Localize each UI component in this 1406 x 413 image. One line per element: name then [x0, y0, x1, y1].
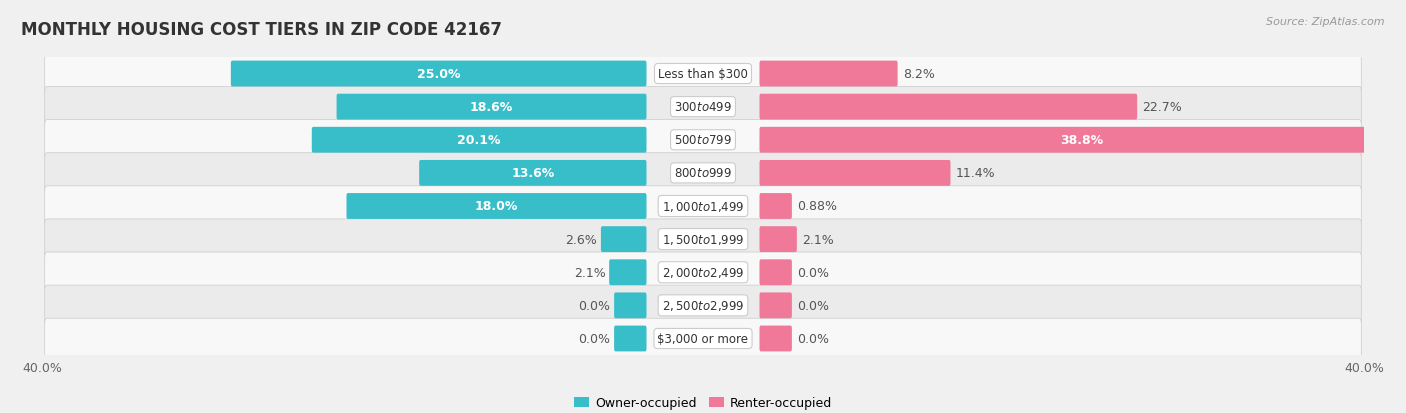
FancyBboxPatch shape	[614, 326, 647, 351]
Text: 0.0%: 0.0%	[797, 299, 830, 312]
Text: 2.6%: 2.6%	[565, 233, 598, 246]
Text: MONTHLY HOUSING COST TIERS IN ZIP CODE 42167: MONTHLY HOUSING COST TIERS IN ZIP CODE 4…	[21, 21, 502, 38]
FancyBboxPatch shape	[45, 54, 1361, 95]
Text: 2.1%: 2.1%	[574, 266, 606, 279]
FancyBboxPatch shape	[759, 227, 797, 252]
Text: $1,000 to $1,499: $1,000 to $1,499	[662, 199, 744, 214]
FancyBboxPatch shape	[759, 194, 792, 219]
FancyBboxPatch shape	[45, 318, 1361, 359]
Text: $2,500 to $2,999: $2,500 to $2,999	[662, 299, 744, 313]
FancyBboxPatch shape	[609, 260, 647, 285]
Text: $3,000 or more: $3,000 or more	[658, 332, 748, 345]
FancyBboxPatch shape	[759, 260, 792, 285]
Text: 18.0%: 18.0%	[475, 200, 519, 213]
FancyBboxPatch shape	[759, 128, 1403, 153]
Text: 20.1%: 20.1%	[457, 134, 501, 147]
FancyBboxPatch shape	[45, 120, 1361, 161]
Text: 25.0%: 25.0%	[418, 68, 460, 81]
FancyBboxPatch shape	[759, 95, 1137, 120]
FancyBboxPatch shape	[45, 252, 1361, 293]
Text: $800 to $999: $800 to $999	[673, 167, 733, 180]
Text: 0.0%: 0.0%	[578, 332, 610, 345]
Text: Less than $300: Less than $300	[658, 68, 748, 81]
Text: 0.0%: 0.0%	[797, 266, 830, 279]
FancyBboxPatch shape	[346, 194, 647, 219]
Text: 11.4%: 11.4%	[956, 167, 995, 180]
FancyBboxPatch shape	[759, 326, 792, 351]
FancyBboxPatch shape	[45, 87, 1361, 128]
Legend: Owner-occupied, Renter-occupied: Owner-occupied, Renter-occupied	[568, 392, 838, 413]
FancyBboxPatch shape	[231, 62, 647, 87]
FancyBboxPatch shape	[45, 285, 1361, 326]
FancyBboxPatch shape	[759, 161, 950, 186]
Text: 0.0%: 0.0%	[578, 299, 610, 312]
Text: $2,000 to $2,499: $2,000 to $2,499	[662, 266, 744, 280]
FancyBboxPatch shape	[759, 293, 792, 318]
Text: $500 to $799: $500 to $799	[673, 134, 733, 147]
Text: 0.88%: 0.88%	[797, 200, 837, 213]
FancyBboxPatch shape	[600, 227, 647, 252]
Text: $1,500 to $1,999: $1,500 to $1,999	[662, 233, 744, 247]
FancyBboxPatch shape	[312, 128, 647, 153]
Text: 2.1%: 2.1%	[801, 233, 834, 246]
FancyBboxPatch shape	[419, 161, 647, 186]
FancyBboxPatch shape	[336, 95, 647, 120]
Text: 18.6%: 18.6%	[470, 101, 513, 114]
Text: 0.0%: 0.0%	[797, 332, 830, 345]
FancyBboxPatch shape	[45, 153, 1361, 194]
FancyBboxPatch shape	[45, 186, 1361, 227]
FancyBboxPatch shape	[45, 219, 1361, 260]
Text: $300 to $499: $300 to $499	[673, 101, 733, 114]
Text: 8.2%: 8.2%	[903, 68, 935, 81]
Text: Source: ZipAtlas.com: Source: ZipAtlas.com	[1267, 17, 1385, 26]
Text: 13.6%: 13.6%	[512, 167, 554, 180]
FancyBboxPatch shape	[614, 293, 647, 318]
FancyBboxPatch shape	[759, 62, 897, 87]
Text: 22.7%: 22.7%	[1143, 101, 1182, 114]
Text: 38.8%: 38.8%	[1060, 134, 1102, 147]
